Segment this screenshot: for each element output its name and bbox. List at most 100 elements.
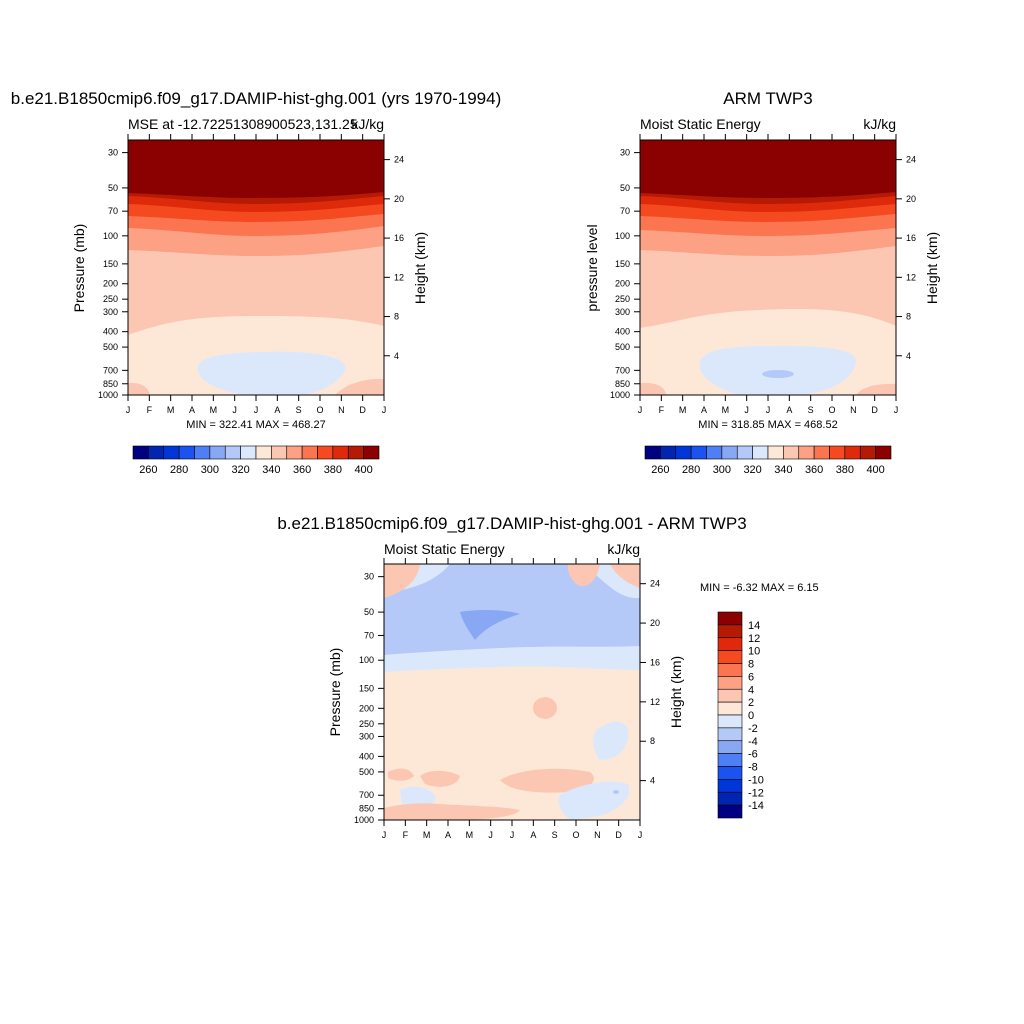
panel-1-colorbar: 260 280 300 320 340 360 380 400: [132, 445, 380, 476]
p1-y-tick-label: 50: [108, 183, 118, 193]
panel-2-contour-fill: [640, 140, 896, 395]
p2-colorbar-label: 320: [743, 464, 761, 476]
p1-colorbar-swatch: [132, 445, 149, 460]
p1-colorbar-swatch: [347, 445, 364, 460]
p2-height-tick-label: 20: [906, 194, 916, 204]
panel-3-units: kJ/kg: [607, 541, 640, 557]
p3-colorbar-label: 0: [748, 710, 754, 722]
p1-colorbar-label: 280: [170, 464, 188, 476]
p3-x-tick-label: M: [466, 830, 474, 840]
p1-x-tick-label: J: [382, 405, 387, 415]
p1-colorbar-swatch: [271, 445, 288, 460]
p3-x-tick-label: N: [594, 830, 601, 840]
p2-y-tick-label: 850: [615, 379, 630, 389]
p1-y-tick-label: 150: [103, 259, 118, 269]
p2-colorbar-swatch: [875, 445, 892, 460]
p2-x-tick-label: J: [766, 405, 771, 415]
p1-height-tick-label: 24: [394, 155, 404, 165]
p3-colorbar-swatch: [717, 688, 743, 703]
p3-y-tick-label: 400: [359, 751, 374, 761]
p2-colorbar-label: 340: [774, 464, 792, 476]
panel-2-subtitle: Moist Static Energy: [640, 116, 761, 132]
p2-y-tick-label: 250: [615, 294, 630, 304]
p3-colorbar-label: -14: [748, 800, 764, 812]
p1-x-tick-label: O: [316, 405, 323, 415]
panel-1-contour-fill: [128, 140, 384, 395]
p3-height-tick-label: 24: [650, 579, 660, 589]
p3-colorbar-swatch: [717, 624, 743, 639]
p1-colorbar-swatch: [286, 445, 303, 460]
p2-colorbar-swatch: [829, 445, 846, 460]
p2-height-tick-label: 12: [906, 272, 916, 282]
p3-colorbar-label: 8: [748, 659, 754, 671]
p2-x-tick-label: J: [638, 405, 643, 415]
p2-colorbar-swatch: [675, 445, 692, 460]
p3-colorbar-swatch: [717, 611, 743, 626]
p3-y-tick-label: 100: [359, 655, 374, 665]
p2-colorbar-swatch: [721, 445, 738, 460]
p1-x-tick-label: D: [359, 405, 366, 415]
p2-colorbar-swatch: [752, 445, 769, 460]
p1-y-tick-label: 70: [108, 206, 118, 216]
p3-height-tick-label: 4: [650, 776, 655, 786]
p1-y-tick-label: 700: [103, 365, 118, 375]
panel-3-y2-label: Height (km): [668, 656, 684, 728]
p2-colorbar-swatch: [813, 445, 830, 460]
p1-colorbar-label: 300: [201, 464, 219, 476]
panel-2-stats: MIN = 318.85 MAX = 468.52: [698, 419, 837, 431]
p2-colorbar-swatch: [798, 445, 815, 460]
p3-y-tick-label: 1000: [354, 815, 374, 825]
p1-height-tick-label: 16: [394, 233, 404, 243]
p1-colorbar-swatch: [209, 445, 226, 460]
p1-height-tick-label: 12: [394, 272, 404, 282]
p1-colorbar-label: 360: [293, 464, 311, 476]
p3-colorbar-swatch: [717, 766, 743, 780]
p3-x-tick-label: O: [572, 830, 579, 840]
p1-y-tick-label: 30: [108, 148, 118, 158]
p3-colorbar-swatch: [717, 701, 743, 716]
p3-height-tick-label: 12: [650, 697, 660, 707]
p2-colorbar-swatch: [767, 445, 784, 460]
p2-colorbar-label: 300: [713, 464, 731, 476]
p2-y-tick-label: 200: [615, 279, 630, 289]
p1-y-tick-label: 500: [103, 342, 118, 352]
p2-height-tick-label: 16: [906, 233, 916, 243]
p3-colorbar-label: 6: [748, 671, 754, 683]
p3-colorbar-swatch: [717, 791, 743, 806]
p3-x-tick-label: A: [530, 830, 536, 840]
p3-colorbar-label: -6: [748, 749, 758, 761]
p3-colorbar-swatch: [717, 740, 743, 754]
p3-colorbar-label: -12: [748, 787, 764, 799]
p1-y-tick-label: 300: [103, 307, 118, 317]
p3-y-tick-label: 500: [359, 767, 374, 777]
p1-colorbar-swatch: [332, 445, 349, 460]
p1-x-tick-label: A: [274, 405, 280, 415]
p2-height-tick-label: 8: [906, 312, 911, 322]
p3-height-tick-label: 16: [650, 657, 660, 667]
p3-y-tick-label: 200: [359, 703, 374, 713]
p2-colorbar-swatch: [706, 445, 723, 460]
p2-y-tick-label: 500: [615, 342, 630, 352]
p2-x-tick-label: S: [808, 405, 814, 415]
p2-height-tick-label: 4: [906, 351, 911, 361]
p2-colorbar-label: 400: [866, 464, 884, 476]
p3-colorbar-label: 14: [748, 620, 760, 632]
p3-y-tick-label: 70: [364, 630, 374, 640]
p3-x-tick-label: F: [403, 830, 409, 840]
p3-height-tick-label: 20: [650, 618, 660, 628]
p2-x-tick-label: J: [744, 405, 749, 415]
panel-3: b.e21.B1850cmip6.f09_g17.DAMIP-hist-ghg.…: [277, 514, 818, 840]
p1-x-tick-label: M: [167, 405, 175, 415]
panel-3-y-label: Pressure (mb): [327, 648, 343, 737]
p1-colorbar-swatch: [240, 445, 257, 460]
p3-colorbar-swatch: [717, 663, 743, 677]
p3-x-tick-label: J: [638, 830, 643, 840]
panel-3-contour-fill: [384, 564, 640, 820]
p1-x-tick-label: A: [189, 405, 195, 415]
p3-y-tick-label: 850: [359, 804, 374, 814]
